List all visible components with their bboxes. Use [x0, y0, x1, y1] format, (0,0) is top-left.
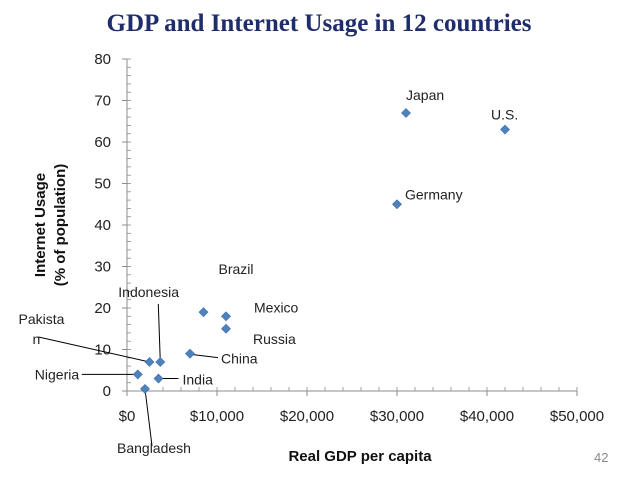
x-tick-label: $0 — [119, 408, 136, 425]
y-tick-label: 0 — [103, 383, 111, 400]
data-label-mexico: Mexico — [254, 299, 299, 315]
data-point-pakistan — [144, 357, 155, 367]
x-tick-label: $10,000 — [190, 408, 244, 425]
x-axis-ticks: $0 $10,000 $20,000 $30,000 $40,000 $50,000 — [119, 391, 604, 425]
data-label-russia: Russia — [253, 331, 296, 347]
data-label-japan: Japan — [406, 87, 444, 103]
y-tick-label: 70 — [94, 93, 111, 110]
data-point-nigeria — [132, 369, 143, 380]
y-tick-label: 50 — [94, 176, 111, 193]
label-leader-lines — [38, 303, 219, 446]
data-label-us: U.S. — [491, 107, 518, 123]
y-tick-label: 60 — [94, 134, 111, 151]
leader-line-china — [192, 354, 219, 359]
page-number: 42 — [594, 450, 609, 465]
data-point-india — [153, 373, 164, 384]
data-point-russia — [221, 323, 231, 334]
data-label-india: India — [183, 372, 214, 388]
slide-title: GDP and Internet Usage in 12 countries — [106, 10, 532, 37]
data-point-china — [185, 348, 195, 359]
data-point-brazil — [198, 307, 209, 318]
leader-line-indonesia — [157, 303, 161, 362]
x-tick-label: $50,000 — [550, 408, 604, 425]
leader-line-pakistan — [38, 336, 150, 363]
data-label-pakistan: Pakista n — [19, 311, 65, 347]
data-point-japan — [401, 108, 411, 118]
data-point-bangladesh — [140, 384, 150, 394]
data-point-germany — [392, 199, 402, 210]
data-point-us — [500, 124, 510, 135]
x-tick-label: $40,000 — [460, 408, 514, 425]
data-points — [132, 108, 510, 394]
data-label-brazil: Brazil — [219, 261, 254, 277]
point-labels: Japan U.S. Germany Brazil Mexico Russia China I… — [19, 87, 519, 456]
axis-titles: Real GDP per capita Internet Usage (% of p… — [32, 164, 432, 465]
y-tick-label: 10 — [94, 342, 111, 359]
y-tick-label: 30 — [94, 259, 111, 276]
leader-line-bangladesh — [144, 388, 153, 446]
data-label-indonesia: Indonesia — [118, 284, 179, 300]
data-point-mexico — [221, 311, 231, 322]
x-tick-label: $20,000 — [280, 408, 334, 425]
y-tick-label: 80 — [94, 51, 111, 68]
y-axis-ticks: 0 10 20 30 40 50 60 70 80 — [94, 51, 127, 400]
chart-axes — [126, 58, 578, 392]
data-label-nigeria: Nigeria — [35, 366, 80, 382]
data-point-indonesia — [155, 357, 166, 367]
data-label-bangladesh: Bangladesh — [117, 440, 191, 456]
x-tick-label: $30,000 — [370, 408, 424, 425]
y-tick-label: 20 — [94, 300, 111, 317]
data-label-germany: Germany — [405, 186, 463, 202]
y-tick-label: 40 — [94, 217, 111, 234]
y-axis-title: Internet Usage (% of population) — [32, 164, 69, 286]
data-label-china: China — [221, 351, 258, 367]
x-axis-title: Real GDP per capita — [288, 448, 432, 465]
